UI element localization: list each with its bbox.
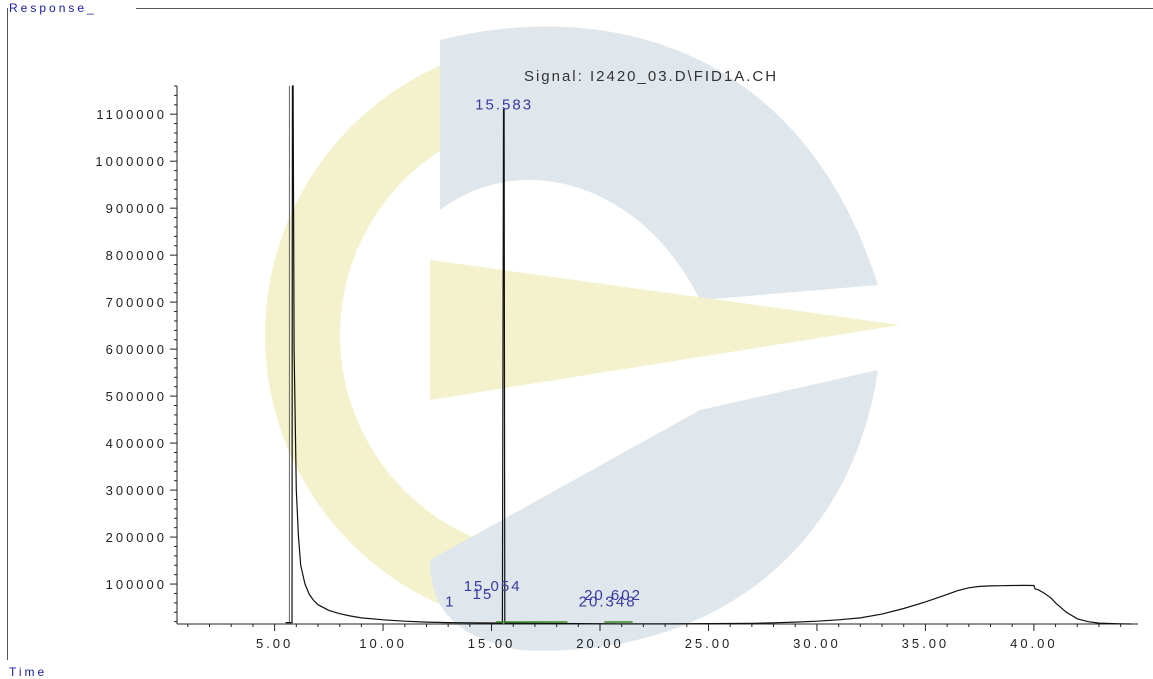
y-tick-label: 1000000 [95,154,167,169]
peak-label: 15.583 [475,96,533,113]
y-tick-label: 200000 [106,530,167,545]
axes: 100000 200000 300000 400000 500000 600000 7000… [95,85,1138,651]
page-border-top [136,8,1153,9]
x-tick-label: 40.00 [1010,636,1058,651]
peak-label: 1 [445,594,455,611]
y-tick-label: 300000 [106,483,167,498]
series-line [285,85,1132,625]
x-tick-label: 10.00 [359,636,407,651]
page-border-left [7,8,8,660]
y-tick-label: 900000 [106,201,167,216]
peak-label: 15 [473,586,494,603]
x-tick-label: 15.00 [468,636,516,651]
y-axis-title: Response_ [9,1,97,15]
y-tick-label: 400000 [106,436,167,451]
y-tick-label: 800000 [106,248,167,263]
x-axis-title: Time [9,665,48,679]
peak-label: 20.602 [584,587,642,604]
y-tick-label: 600000 [106,342,167,357]
x-tick-label: 35.00 [902,636,950,651]
watermark-yellow-arc [265,40,560,630]
x-tick-label: 25.00 [685,636,733,651]
watermark-logo [265,26,900,651]
peak-label: 20.348 [579,594,637,611]
watermark-yellow-wedge [430,260,900,400]
x-tick-label: 20.00 [576,636,624,651]
y-tick-label: 100000 [106,577,167,592]
x-tick-label: 5.00 [256,636,293,651]
chart-title: Signal: I2420_03.D\FID1A.CH [524,68,778,85]
x-tick-label: 30.00 [793,636,841,651]
y-tick-label: 700000 [106,295,167,310]
watermark-blue-upper [440,26,878,301]
y-tick-label: 1100000 [96,107,167,122]
watermark-blue-lower [430,370,878,651]
y-tick-label: 500000 [106,389,167,404]
peak-label: 15.054 [464,578,522,595]
plot-area [285,85,1132,625]
